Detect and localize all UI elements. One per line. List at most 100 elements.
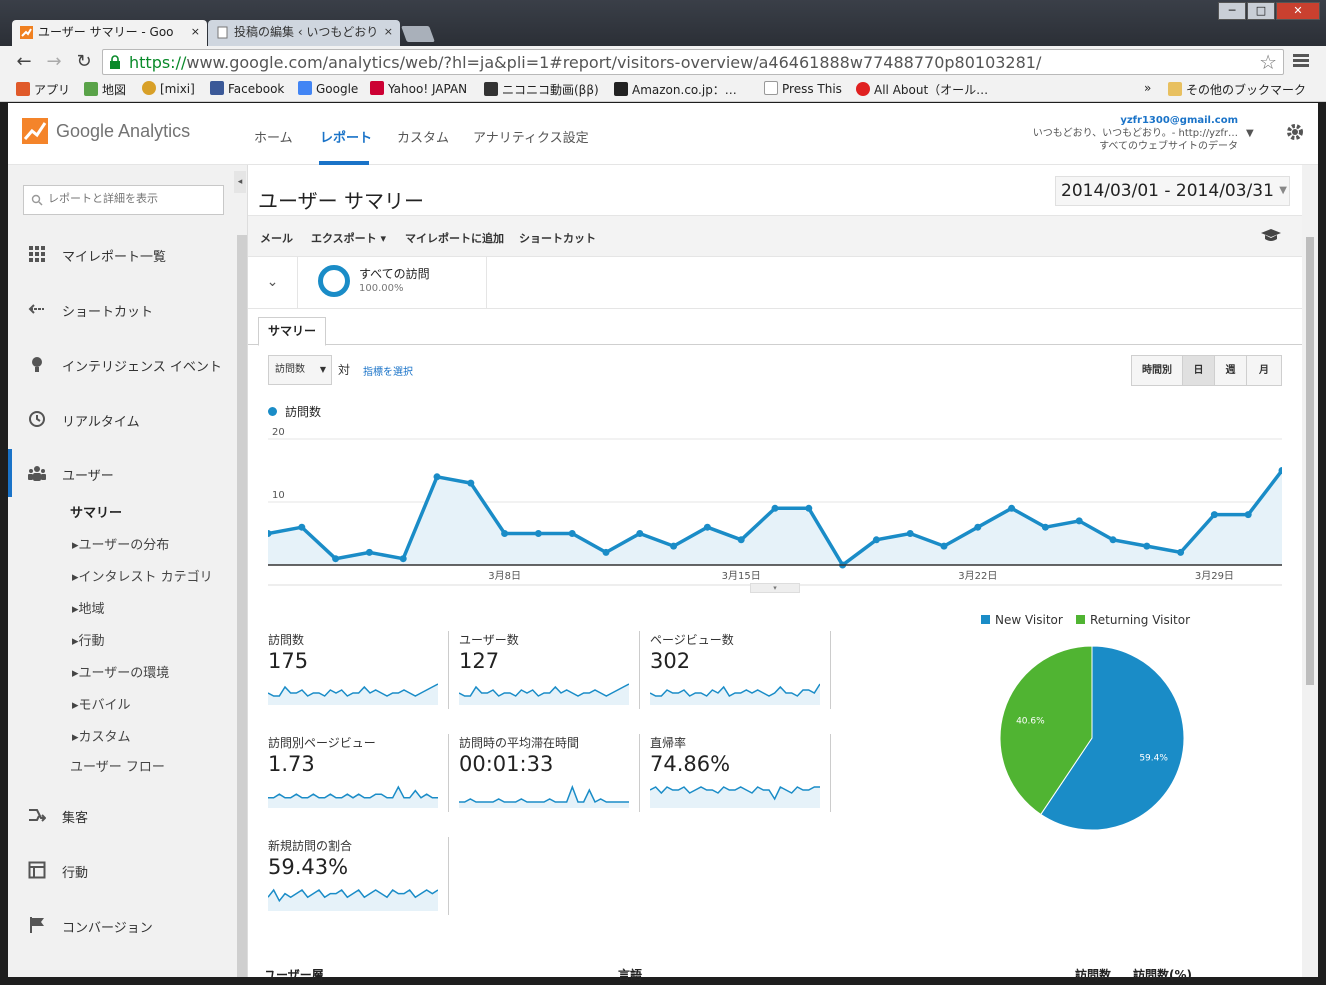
metric-tile-avg-duration[interactable]: 訪問時の平均滞在時間 00:01:33 bbox=[459, 734, 641, 824]
data-point[interactable] bbox=[940, 542, 948, 550]
data-point[interactable] bbox=[1143, 542, 1151, 550]
back-button[interactable]: ← bbox=[16, 51, 32, 72]
address-bar[interactable]: https://www.google.com/analytics/web/?hl… bbox=[102, 49, 1284, 75]
browser-tab-post-edit[interactable]: 投稿の編集 ‹ いつもどおり × bbox=[208, 20, 400, 46]
bookmark-mixi[interactable]: [mixi] bbox=[142, 81, 195, 96]
sidebar-item-acquisition[interactable]: 集客 bbox=[8, 801, 236, 829]
add-to-dashboard-button[interactable]: マイレポートに追加 bbox=[405, 232, 504, 245]
date-range-picker[interactable]: 2014/03/01 - 2014/03/31 ▼ bbox=[1055, 176, 1290, 206]
sidebar-subitem-geo[interactable]: ▸地域 bbox=[72, 602, 105, 617]
bookmark-press-this[interactable]: Press This bbox=[764, 81, 842, 96]
data-point[interactable] bbox=[1041, 523, 1049, 531]
tab-summary[interactable]: サマリー bbox=[258, 317, 326, 346]
pie-slice[interactable] bbox=[1040, 645, 1185, 831]
forward-button[interactable]: → bbox=[46, 51, 62, 72]
data-point[interactable] bbox=[636, 530, 644, 537]
data-point[interactable] bbox=[906, 530, 914, 537]
data-point[interactable] bbox=[1075, 517, 1083, 525]
metric-tile-bounce-rate[interactable]: 直帰率 74.86% bbox=[650, 734, 832, 824]
window-close-button[interactable]: ✕ bbox=[1276, 2, 1320, 20]
bookmark-facebook[interactable]: Facebook bbox=[210, 81, 284, 96]
data-point[interactable] bbox=[568, 530, 576, 537]
data-point[interactable] bbox=[433, 473, 441, 481]
bookmark-amazon[interactable]: Amazon.co.jp：… bbox=[614, 81, 737, 98]
bookmark-google[interactable]: Google bbox=[298, 81, 358, 96]
sidebar-subitem-technology[interactable]: ▸ユーザーの環境 bbox=[72, 666, 170, 681]
data-point[interactable] bbox=[268, 530, 272, 537]
sidebar-collapse-button[interactable]: ◂ bbox=[234, 171, 246, 193]
data-point[interactable] bbox=[1109, 536, 1117, 544]
email-button[interactable]: メール bbox=[260, 232, 293, 245]
sidebar-item-shortcuts[interactable]: ショートカット bbox=[8, 295, 236, 323]
chart-resize-handle[interactable]: ▾ bbox=[750, 583, 800, 593]
nav-custom[interactable]: カスタム bbox=[397, 131, 450, 146]
scrollbar-thumb[interactable] bbox=[1306, 237, 1314, 685]
sidebar-subitem-demographics[interactable]: ▸ユーザーの分布 bbox=[72, 538, 170, 553]
tab-close-icon[interactable]: × bbox=[190, 25, 200, 38]
metric-tile-pageviews[interactable]: ページビュー数 302 bbox=[650, 631, 832, 721]
bookmark-yahoo[interactable]: Yahoo! JAPAN bbox=[370, 81, 467, 96]
data-point[interactable] bbox=[1177, 548, 1185, 556]
bookmark-maps[interactable]: 地図 bbox=[84, 81, 126, 98]
data-point[interactable] bbox=[872, 536, 880, 544]
sidebar-subitem-mobile[interactable]: ▸モバイル bbox=[72, 698, 131, 713]
bookmarks-overflow-button[interactable]: » bbox=[1144, 81, 1152, 95]
shortcut-button[interactable]: ショートカット bbox=[519, 232, 596, 245]
segment-name[interactable]: すべての訪問 bbox=[359, 267, 430, 281]
data-point[interactable] bbox=[974, 523, 982, 531]
sidebar-subitem-custom[interactable]: ▸カスタム bbox=[72, 730, 131, 745]
metric-tile-users[interactable]: ユーザー数 127 bbox=[459, 631, 641, 721]
account-dropdown-icon[interactable]: ▼ bbox=[1246, 128, 1254, 139]
graduation-cap-icon[interactable] bbox=[1260, 228, 1282, 244]
sidebar-subitem-users-flow[interactable]: ユーザー フロー bbox=[70, 760, 165, 775]
nav-home[interactable]: ホーム bbox=[254, 131, 293, 146]
bookmark-allabout[interactable]: All About（オール… bbox=[856, 81, 988, 98]
report-search[interactable] bbox=[23, 185, 224, 215]
search-input[interactable] bbox=[48, 192, 218, 205]
sidebar-item-conversions[interactable]: コンバージョン bbox=[8, 911, 236, 939]
other-bookmarks-folder[interactable]: その他のブックマーク bbox=[1168, 81, 1306, 98]
sidebar-subitem-interests[interactable]: ▸インタレスト カテゴリ bbox=[72, 570, 213, 585]
granularity-hourly[interactable]: 時間別 bbox=[1131, 355, 1183, 386]
export-button[interactable]: エクスポート ▾ bbox=[311, 232, 387, 245]
data-point[interactable] bbox=[703, 523, 711, 531]
data-point[interactable] bbox=[1244, 511, 1252, 519]
main-scrollbar[interactable] bbox=[1302, 165, 1318, 977]
data-point[interactable] bbox=[670, 542, 678, 550]
nav-admin[interactable]: アナリティクス設定 bbox=[473, 131, 589, 146]
granularity-week[interactable]: 週 bbox=[1214, 355, 1247, 386]
bookmark-star-icon[interactable]: ☆ bbox=[1259, 50, 1277, 74]
granularity-month[interactable]: 月 bbox=[1246, 355, 1282, 386]
sidebar-scrollbar[interactable] bbox=[237, 235, 247, 977]
data-point[interactable] bbox=[399, 555, 407, 563]
data-point[interactable] bbox=[1278, 467, 1283, 474]
pie-slice[interactable] bbox=[999, 645, 1093, 816]
metric-tile-new-visits[interactable]: 新規訪問の割合 59.43% bbox=[268, 837, 450, 927]
data-point[interactable] bbox=[365, 548, 373, 556]
window-minimize-button[interactable]: ─ bbox=[1218, 2, 1246, 20]
bookmark-apps[interactable]: アプリ bbox=[16, 81, 70, 98]
data-point[interactable] bbox=[298, 523, 306, 531]
sidebar-subitem-overview[interactable]: サマリー bbox=[70, 506, 123, 521]
sidebar-subitem-behavior[interactable]: ▸行動 bbox=[72, 634, 105, 649]
segment-toggle-button[interactable]: ⌄ bbox=[248, 257, 298, 308]
data-point[interactable] bbox=[1008, 504, 1016, 512]
sidebar-item-audience[interactable]: ユーザー bbox=[8, 449, 236, 497]
data-point[interactable] bbox=[1210, 511, 1218, 519]
granularity-day[interactable]: 日 bbox=[1182, 355, 1215, 386]
window-maximize-button[interactable]: □ bbox=[1247, 2, 1275, 20]
data-point[interactable] bbox=[771, 504, 779, 512]
data-point[interactable] bbox=[737, 536, 745, 544]
gear-icon[interactable] bbox=[1286, 123, 1304, 141]
sidebar-item-my-reports[interactable]: マイレポート一覧 bbox=[8, 240, 236, 268]
sidebar-item-intelligence[interactable]: インテリジェンス イベント bbox=[8, 350, 236, 378]
browser-menu-icon[interactable] bbox=[1291, 52, 1311, 72]
sidebar-item-behavior[interactable]: 行動 bbox=[8, 856, 236, 884]
select-metric-link[interactable]: 指標を選択 bbox=[363, 367, 413, 378]
sidebar-item-realtime[interactable]: リアルタイム bbox=[8, 405, 236, 433]
tab-close-icon[interactable]: × bbox=[383, 25, 393, 38]
account-selector[interactable]: yzfr1300@gmail.com いつもどおり、いつもどおり。- http:… bbox=[1028, 114, 1238, 153]
browser-tab-analytics[interactable]: ユーザー サマリー - Goo × bbox=[12, 20, 207, 46]
data-point[interactable] bbox=[501, 530, 509, 537]
data-point[interactable] bbox=[805, 504, 813, 512]
